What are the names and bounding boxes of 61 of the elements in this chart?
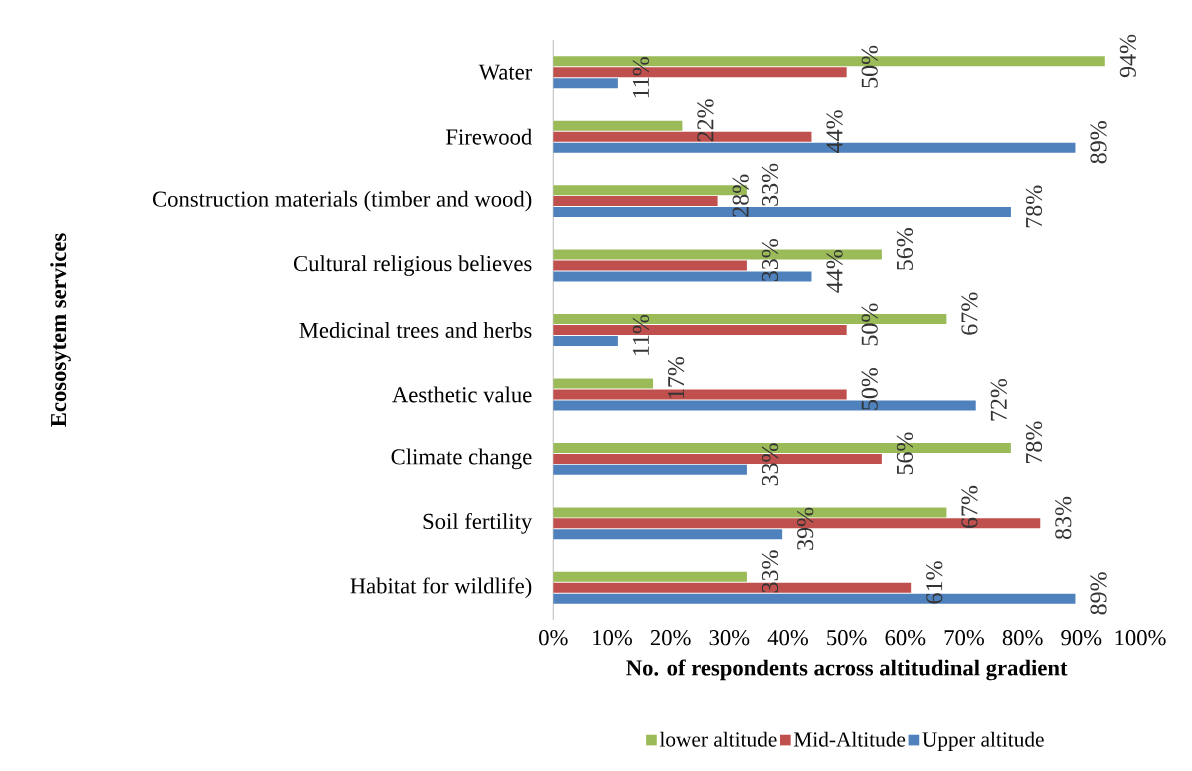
data-label: 33% xyxy=(761,550,779,593)
x-tick-label: 60% xyxy=(885,630,926,646)
y-tick-label: Water xyxy=(478,64,533,80)
data-label: 78% xyxy=(1025,185,1043,228)
bar xyxy=(553,120,683,131)
data-label: 50% xyxy=(861,368,878,410)
data-label: 44% xyxy=(826,110,843,154)
data-label: 89% xyxy=(1090,121,1107,164)
x-tick-label: 50% xyxy=(827,630,867,646)
y-tick-label: Medicinal trees and herbs xyxy=(299,322,532,339)
x-tick-label: 30% xyxy=(709,630,750,646)
data-label: 33% xyxy=(761,163,779,206)
data-label: 33% xyxy=(761,443,779,486)
data-label: 56% xyxy=(896,432,914,475)
data-label: 22% xyxy=(697,99,714,142)
legend-label: Upper altitude xyxy=(922,731,1044,752)
y-axis-title: Ecososytem services xyxy=(50,233,71,428)
x-tick-label: 70% xyxy=(944,630,984,646)
x-tick-label: 10% xyxy=(593,630,632,646)
legend-label: lower altitude xyxy=(659,731,777,747)
bar xyxy=(553,529,783,540)
x-tick-label: 0% xyxy=(539,630,568,646)
data-label: 94% xyxy=(1119,34,1136,78)
x-tick-label: 100% xyxy=(1115,630,1166,646)
data-label: 83% xyxy=(1055,497,1072,540)
bar xyxy=(553,78,618,89)
y-tick-label: Firewood xyxy=(446,128,532,145)
data-label: 89% xyxy=(1090,572,1107,615)
data-label: 39% xyxy=(797,507,814,550)
x-tick-label: 20% xyxy=(650,630,691,646)
data-label: 50% xyxy=(861,45,878,88)
y-tick-label: Soil fertility xyxy=(423,513,533,534)
data-label: 72% xyxy=(990,379,1007,421)
bar xyxy=(553,571,747,582)
data-label: 50% xyxy=(861,303,878,346)
data-label: 56% xyxy=(896,228,914,271)
data-label: 67% xyxy=(961,486,978,529)
data-label: 28% xyxy=(732,174,749,217)
y-tick-label: Construction materials (timber and wood) xyxy=(152,191,532,212)
y-tick-label: Habitat for wildlife) xyxy=(350,577,532,599)
bar xyxy=(553,465,747,476)
bar xyxy=(553,260,747,271)
bar xyxy=(553,336,618,347)
x-axis-title: No. of respondents across altitudinal gradient xyxy=(626,659,1068,681)
bar xyxy=(553,378,654,389)
data-label: 33% xyxy=(761,239,779,282)
y-tick-label: Cultural religious believes xyxy=(293,255,532,277)
data-label: 78% xyxy=(1025,421,1043,464)
x-tick-label: 90% xyxy=(1061,630,1102,646)
x-tick-label: 80% xyxy=(1002,630,1043,646)
data-label: 17% xyxy=(668,357,685,399)
bar xyxy=(553,196,718,207)
data-label: 61% xyxy=(926,561,943,604)
y-tick-label: Climate change xyxy=(391,448,532,470)
data-label: 11% xyxy=(632,57,650,98)
data-label: 11% xyxy=(632,315,650,356)
data-label: 67% xyxy=(961,292,978,335)
x-tick-label: 40% xyxy=(767,630,808,646)
data-label: 44% xyxy=(826,250,843,293)
legend-label: Mid-Altitude xyxy=(793,731,906,747)
y-tick-label: Aesthetic value xyxy=(392,386,532,403)
